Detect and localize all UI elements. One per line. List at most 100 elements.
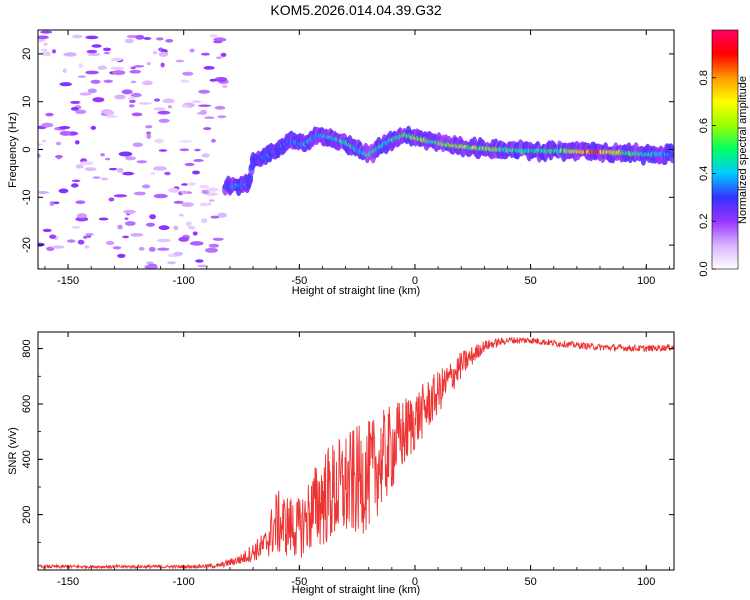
x-tick-label: 50 bbox=[524, 576, 536, 588]
spectrogram-marks bbox=[38, 30, 674, 269]
noise-speckle bbox=[146, 261, 154, 265]
noise-speckle bbox=[85, 233, 94, 236]
noise-speckle bbox=[108, 197, 115, 202]
noise-speckle bbox=[192, 231, 198, 236]
noise-speckle bbox=[187, 182, 197, 186]
noise-speckle bbox=[58, 126, 71, 130]
colorbar-tick-label: 0.4 bbox=[698, 166, 710, 181]
colorbar: 0.0 0.2 0.4 0.6 0.8 Normalized spectral ampl… bbox=[698, 29, 749, 277]
colorbar-label: Normalized spectral amplitude bbox=[737, 76, 749, 224]
colorbar-frame bbox=[711, 29, 739, 270]
noise-speckle bbox=[185, 221, 192, 227]
noise-speckle bbox=[146, 131, 152, 135]
noise-speckle bbox=[85, 70, 99, 75]
noise-speckle bbox=[106, 115, 118, 118]
noise-speckle bbox=[122, 171, 135, 176]
noise-speckle bbox=[114, 94, 126, 100]
noise-speckle bbox=[208, 243, 220, 248]
x-tick-label: -50 bbox=[291, 275, 307, 287]
noise-speckle bbox=[198, 104, 212, 107]
noise-speckle bbox=[105, 157, 111, 161]
noise-speckle bbox=[131, 112, 143, 117]
noise-speckle bbox=[178, 236, 189, 242]
noise-speckle bbox=[173, 251, 184, 256]
noise-speckle bbox=[84, 245, 90, 249]
noise-speckle bbox=[92, 176, 101, 179]
noise-speckle bbox=[121, 89, 133, 95]
noise-speckle bbox=[217, 212, 228, 218]
spectrogram-x-label: Height of straight line (km) bbox=[292, 285, 420, 297]
noise-speckle bbox=[117, 224, 123, 230]
noise-speckle bbox=[40, 30, 53, 34]
noise-speckle bbox=[38, 143, 43, 146]
noise-speckle bbox=[110, 57, 123, 62]
noise-speckle bbox=[153, 193, 168, 199]
noise-speckle bbox=[145, 82, 153, 85]
noise-speckle bbox=[190, 241, 204, 246]
snr-panel: -150 -100 -50 0 50 100 200 400 600 800 Height of … bbox=[7, 331, 675, 596]
noise-speckle bbox=[133, 65, 145, 68]
noise-speckle bbox=[51, 49, 57, 54]
noise-speckle bbox=[103, 79, 113, 84]
noise-speckle bbox=[133, 191, 146, 196]
noise-speckle bbox=[38, 153, 41, 158]
noise-speckle bbox=[84, 167, 97, 172]
noise-speckle bbox=[85, 35, 99, 40]
noise-speckle bbox=[145, 125, 153, 129]
y-tick-label: 800 bbox=[21, 339, 33, 357]
noise-speckle bbox=[189, 48, 195, 53]
noise-speckle bbox=[199, 202, 208, 207]
noise-speckle bbox=[204, 116, 215, 119]
noise-speckle bbox=[188, 226, 196, 230]
noise-speckle bbox=[38, 191, 50, 194]
noise-speckle bbox=[70, 107, 79, 111]
noise-speckle bbox=[130, 80, 137, 84]
noise-speckle bbox=[152, 51, 158, 55]
noise-speckle bbox=[198, 89, 211, 94]
noise-speckle bbox=[213, 40, 223, 44]
noise-speckle bbox=[130, 233, 144, 237]
noise-speckle bbox=[90, 125, 97, 130]
noise-speckle bbox=[77, 239, 85, 245]
noise-speckle bbox=[149, 214, 157, 220]
noise-speckle bbox=[102, 47, 112, 52]
colorbar-ticks: 0.0 0.2 0.4 0.6 0.8 bbox=[698, 70, 716, 277]
noise-speckle bbox=[164, 171, 171, 176]
x-tick-label: 100 bbox=[637, 576, 655, 588]
snr-x-label: Height of straight line (km) bbox=[292, 584, 420, 596]
noise-speckle bbox=[146, 134, 152, 139]
noise-speckle bbox=[144, 264, 158, 269]
noise-speckle bbox=[110, 66, 124, 70]
noise-speckle bbox=[181, 104, 191, 108]
x-tick-label: -150 bbox=[57, 275, 79, 287]
noise-speckle bbox=[124, 38, 134, 44]
noise-speckle bbox=[75, 109, 87, 115]
noise-speckle bbox=[132, 142, 143, 148]
noise-speckle bbox=[162, 98, 175, 104]
noise-speckle bbox=[125, 156, 136, 161]
noise-speckle bbox=[62, 68, 67, 74]
noise-speckle bbox=[156, 238, 171, 243]
noise-speckle bbox=[168, 188, 179, 193]
noise-speckle bbox=[209, 34, 218, 38]
noise-speckle bbox=[130, 92, 142, 98]
noise-speckle bbox=[112, 70, 126, 76]
noise-speckle bbox=[124, 221, 136, 226]
noise-speckle bbox=[138, 247, 145, 251]
noise-speckle bbox=[67, 239, 76, 243]
noise-speckle bbox=[153, 107, 166, 111]
noise-speckle bbox=[129, 99, 136, 103]
noise-speckle bbox=[136, 160, 148, 164]
noise-speckle bbox=[41, 48, 48, 52]
noise-speckle bbox=[201, 218, 208, 224]
noise-speckle bbox=[118, 151, 133, 157]
noise-speckle bbox=[180, 190, 189, 194]
x-tick-label: 100 bbox=[637, 275, 655, 287]
noise-speckle bbox=[75, 216, 89, 222]
noise-speckle bbox=[211, 138, 216, 143]
noise-speckle bbox=[98, 217, 109, 221]
noise-speckle bbox=[193, 159, 204, 162]
noise-speckle bbox=[218, 79, 226, 83]
noise-speckle bbox=[135, 34, 145, 40]
